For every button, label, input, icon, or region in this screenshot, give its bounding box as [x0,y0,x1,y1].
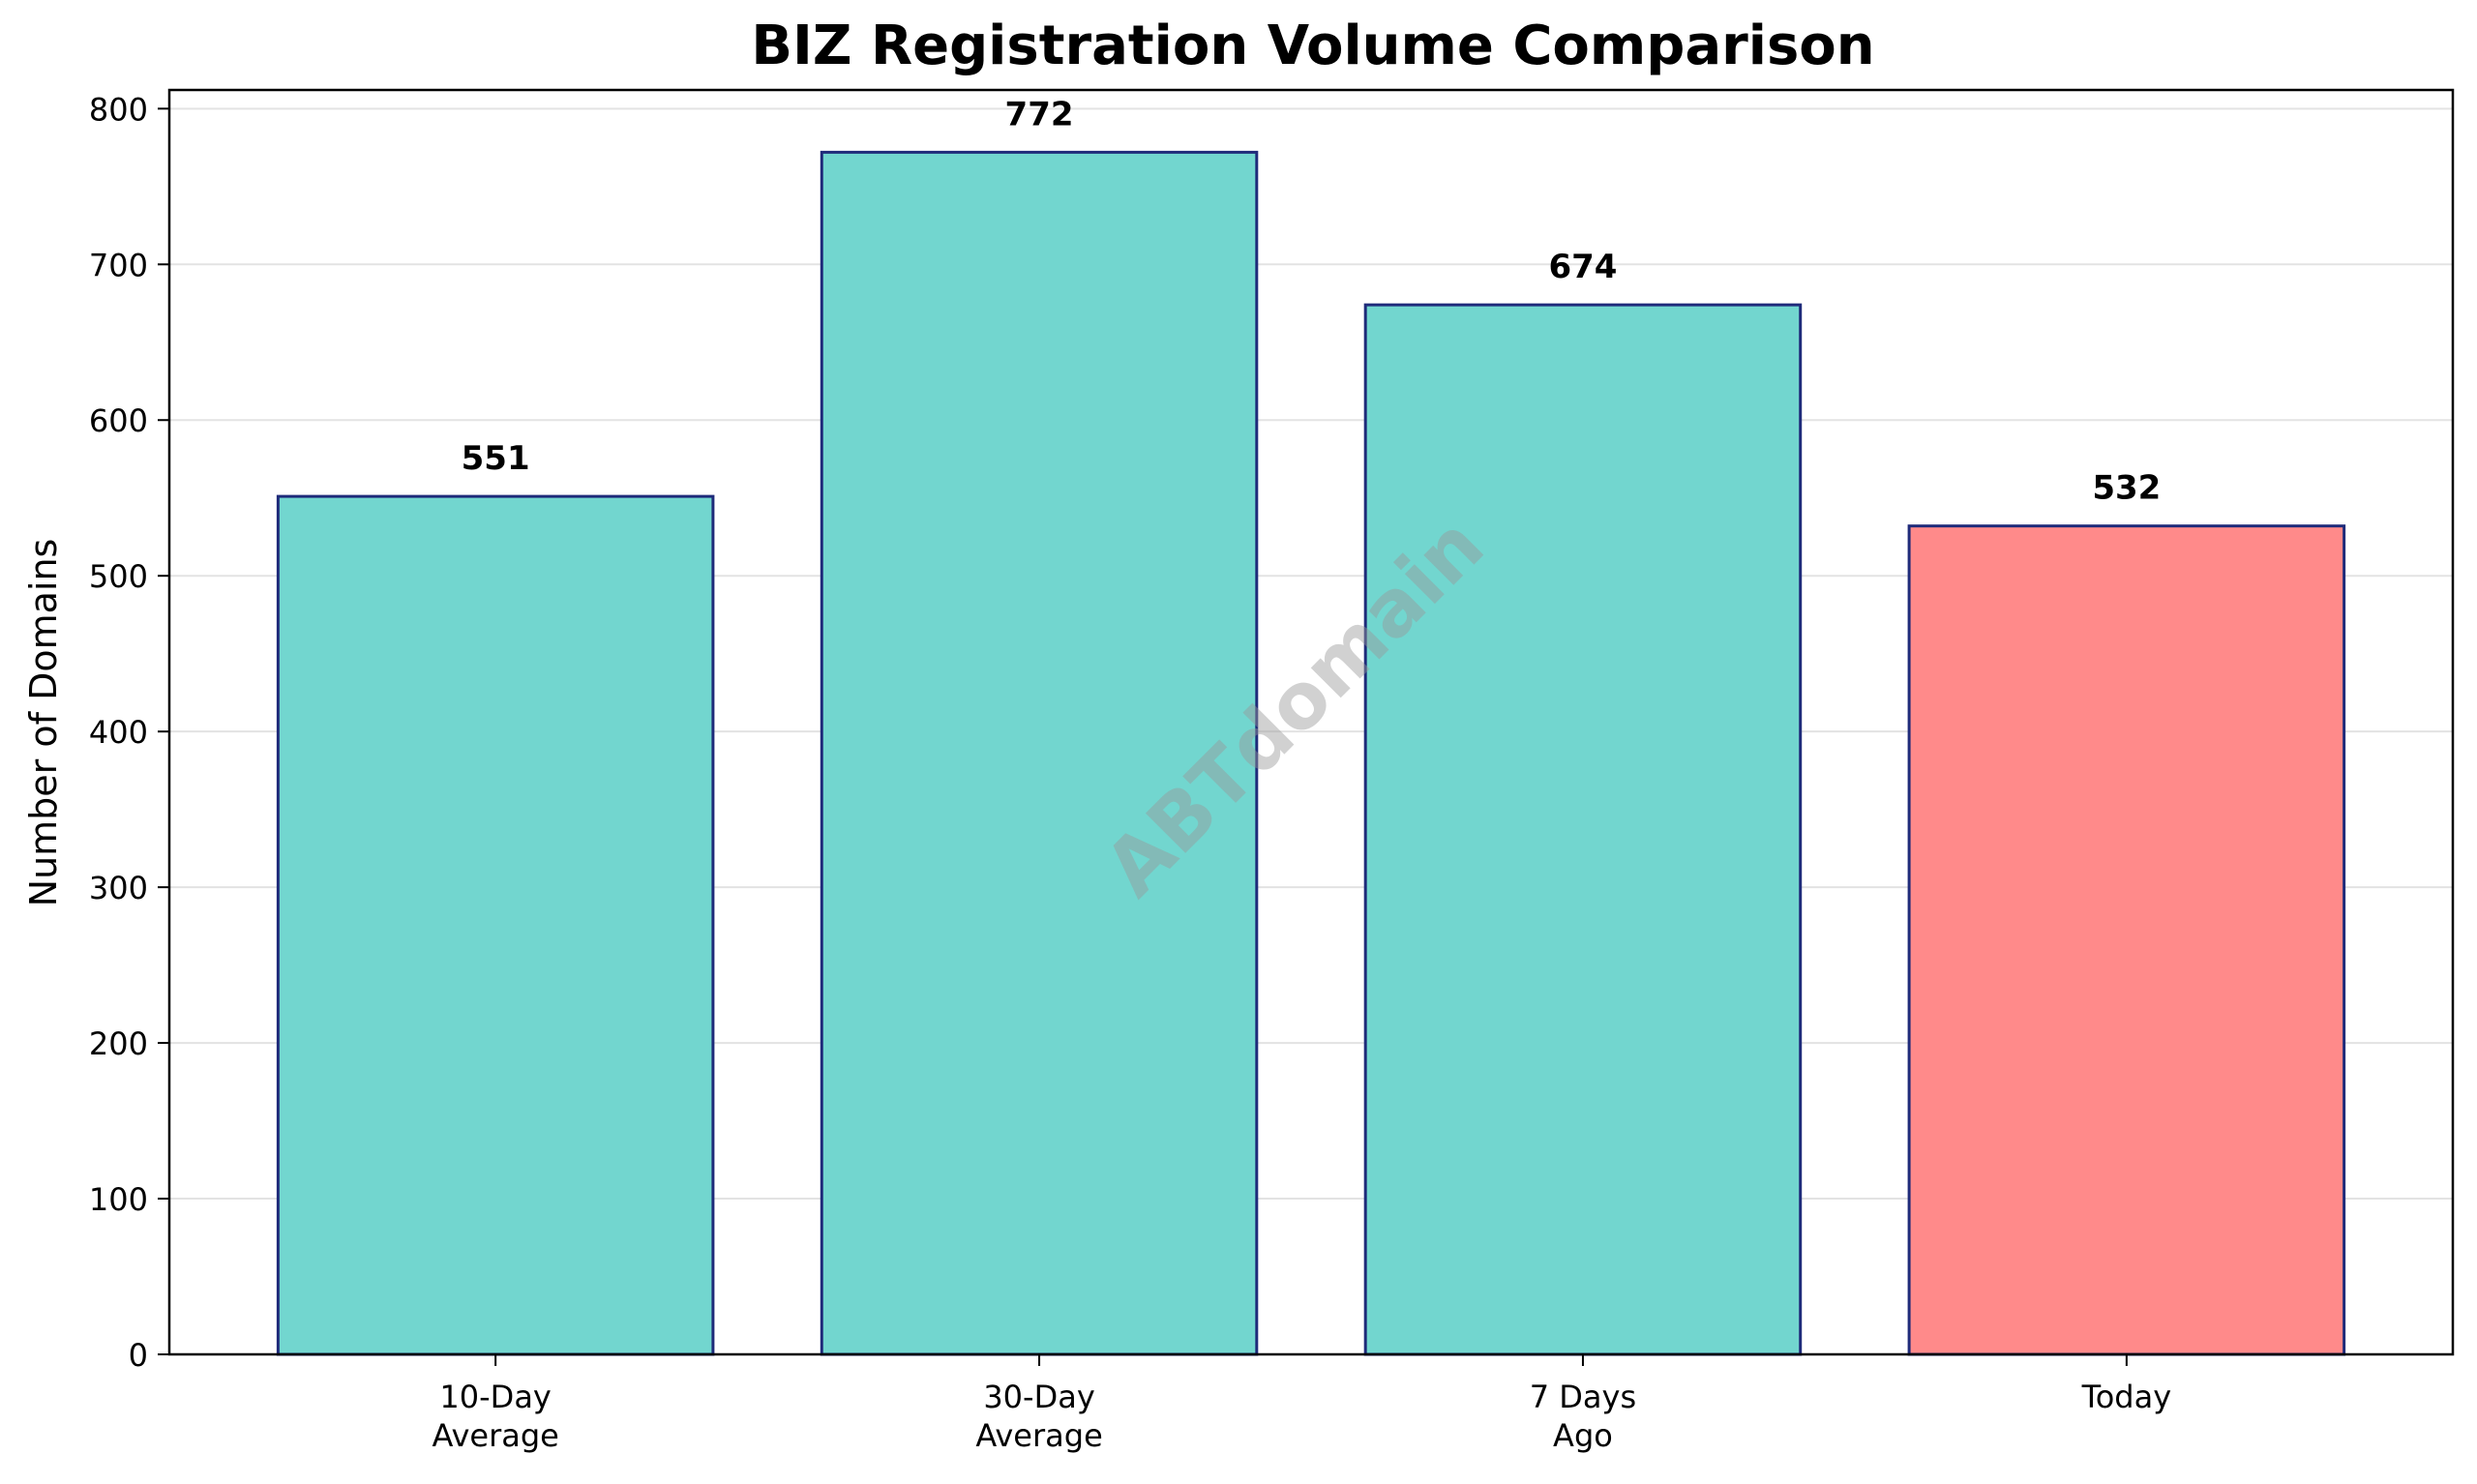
x-tick-label: 10-Day Average [432,1379,558,1454]
data-label: 532 [2092,469,2161,508]
chart-title: BIZ Registration Volume Comparison [751,15,1874,77]
x-tick-label-line: 30-Day [983,1379,1094,1415]
data-labels: 551 772 674 532 [462,95,2162,507]
bars [276,150,2346,1356]
plot-frame [167,88,2455,1356]
axes [167,88,2455,1356]
y-tick-label: 400 [89,714,148,751]
x-tick-label-line: Average [975,1417,1102,1454]
y-tick-label: 300 [89,870,148,906]
x-tick-label: 30-Day Average [975,1379,1102,1454]
y-tick-label: 100 [89,1181,148,1218]
data-label: 772 [1005,95,1074,134]
y-tick-label: 0 [129,1337,148,1374]
y-tick-label: 200 [89,1025,148,1062]
data-label: 551 [462,439,530,478]
x-tick-label: Today [2081,1379,2172,1415]
bar [276,494,715,1356]
y-axis-label: Number of Domains [22,539,65,907]
bar [1907,524,2346,1356]
y-tick-label: 600 [89,402,148,439]
y-tick-label: 700 [89,247,148,283]
x-tick-label-line: Ago [1553,1417,1613,1454]
x-tick-label-line: Average [432,1417,558,1454]
x-tick-label: 7 Days Ago [1530,1379,1636,1454]
y-axis-ticks: 0 100 200 300 400 500 600 700 800 [89,91,169,1374]
bar [1363,303,1803,1356]
data-label: 674 [1548,248,1617,286]
x-tick-label-line: 7 Days [1530,1379,1636,1415]
y-tick-label: 500 [89,558,148,595]
bar [820,150,1259,1356]
y-tick-label: 800 [89,91,148,128]
x-tick-label-line: Today [2081,1379,2172,1415]
x-tick-label-line: 10-Day [439,1379,551,1415]
